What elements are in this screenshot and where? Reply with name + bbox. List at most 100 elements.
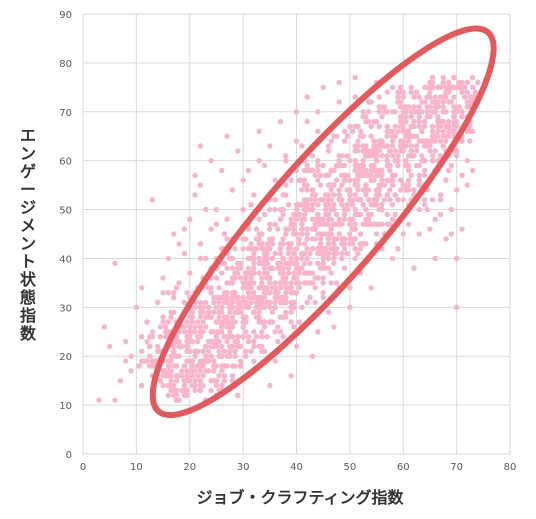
scatter-point (259, 260, 265, 267)
scatter-point (448, 231, 454, 237)
scatter-point (216, 348, 222, 355)
scatter-point (168, 377, 174, 384)
scatter-point (232, 319, 238, 325)
scatter-point (283, 157, 289, 164)
scatter-point (373, 118, 380, 125)
scatter-point (336, 187, 342, 193)
scatter-point (208, 329, 214, 335)
scatter-point (157, 333, 164, 340)
x-axis-label: ジョブ・クラフティング指数 (196, 488, 404, 507)
scatter-point (387, 167, 393, 174)
scatter-point (291, 226, 297, 232)
scatter-point (451, 109, 457, 115)
scatter-point (307, 260, 313, 267)
scatter-point (365, 211, 372, 218)
scatter-point (427, 148, 433, 154)
scatter-point (352, 74, 358, 81)
scatter-point (429, 109, 436, 115)
scatter-point (461, 94, 468, 100)
scatter-point (277, 285, 284, 291)
scatter-point (293, 211, 300, 218)
scatter-point (336, 79, 342, 86)
scatter-point (160, 368, 166, 374)
scatter-point (440, 74, 446, 81)
scatter-point (171, 289, 177, 296)
scatter-point (341, 172, 348, 179)
scatter-point (328, 226, 334, 232)
scatter-point (309, 353, 316, 359)
scatter-point (211, 294, 217, 301)
scatter-point (240, 280, 246, 286)
scatter-point (203, 255, 209, 262)
scatter-point (261, 255, 268, 262)
scatter-point (467, 138, 473, 144)
scatter-point (355, 250, 361, 257)
scatter-point (213, 275, 220, 281)
scatter-point (283, 260, 289, 267)
scatter-point (395, 162, 401, 169)
scatter-point (416, 182, 422, 188)
scatter-point (395, 245, 401, 252)
scatter-point (373, 167, 380, 174)
scatter-point (248, 201, 254, 208)
scatter-point (448, 206, 454, 213)
scatter-point (128, 353, 134, 359)
scatter-point (197, 358, 204, 364)
scatter-point (197, 314, 204, 320)
scatter-point (384, 89, 390, 95)
scatter-point (101, 324, 108, 330)
scatter-point (416, 138, 422, 144)
scatter-point (339, 241, 345, 247)
scatter-point (299, 187, 305, 193)
scatter-point (459, 172, 465, 179)
scatter-point (432, 104, 438, 110)
x-tick-label: 50 (344, 462, 357, 473)
scatter-point (253, 245, 260, 252)
scatter-point (320, 280, 326, 286)
scatter-point (333, 177, 340, 183)
scatter-point (272, 304, 278, 311)
scatter-point (192, 353, 198, 359)
scatter-point (235, 309, 241, 315)
scatter-point (195, 319, 201, 325)
scatter-point (224, 299, 230, 306)
scatter-point (459, 79, 465, 86)
scatter-point (424, 104, 430, 110)
scatter-point (419, 128, 425, 135)
scatter-point (400, 197, 406, 203)
scatter-point (443, 109, 449, 115)
scatter-point (256, 236, 262, 242)
scatter-point (272, 177, 278, 183)
scatter-point (171, 382, 177, 389)
scatter-point (389, 84, 396, 91)
scatter-point (245, 333, 252, 340)
scatter-point (184, 368, 190, 374)
x-tick-label: 60 (397, 462, 410, 473)
y-label-glyph: 指 (20, 306, 36, 325)
scatter-point (243, 319, 249, 325)
scatter-point (224, 338, 230, 345)
scatter-point (397, 138, 404, 144)
scatter-point (155, 343, 161, 350)
scatter-point (400, 231, 406, 237)
scatter-point (283, 192, 289, 198)
scatter-point (189, 319, 196, 325)
scatter-point (309, 280, 316, 286)
scatter-point (445, 167, 452, 174)
scatter-point (251, 265, 257, 271)
x-tick-label: 40 (290, 462, 303, 473)
scatter-point (267, 304, 273, 311)
scatter-point (235, 392, 241, 399)
scatter-point (293, 138, 300, 144)
scatter-point (256, 216, 262, 223)
scatter-point (408, 148, 414, 154)
scatter-point (245, 304, 252, 311)
y-tick-label: 40 (59, 254, 72, 265)
scatter-point (405, 138, 412, 144)
scatter-point (464, 182, 470, 188)
scatter-point (373, 197, 380, 203)
scatter-point (387, 187, 393, 193)
scatter-point (432, 148, 438, 154)
scatter-point (253, 226, 260, 232)
scatter-point (251, 270, 257, 276)
